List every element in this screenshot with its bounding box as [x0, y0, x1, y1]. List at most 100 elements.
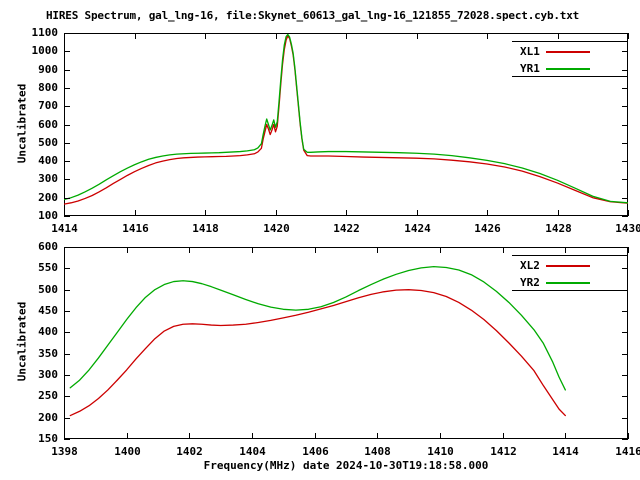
x-tick-mark-top — [127, 247, 128, 253]
x-tick-mark-top — [628, 247, 629, 253]
y-tick-label: 400 — [38, 154, 58, 167]
x-tick-mark — [127, 433, 128, 439]
legend-item-yr1: YR1 — [520, 62, 590, 75]
y-tick-mark — [64, 143, 70, 144]
legend-label: YR2 — [520, 276, 540, 289]
y-tick-mark — [64, 375, 70, 376]
y-tick-mark — [64, 247, 70, 248]
x-tick-mark-top — [558, 33, 559, 39]
x-tick-label: 1424 — [404, 222, 431, 235]
y-tick-mark — [64, 51, 70, 52]
x-tick-label: 1426 — [474, 222, 501, 235]
y-tick-label: 450 — [38, 304, 58, 317]
x-tick-mark — [205, 210, 206, 216]
y-tick-label: 200 — [38, 191, 58, 204]
x-tick-label: 1416 — [615, 445, 640, 458]
x-tick-label: 1416 — [122, 222, 149, 235]
x-tick-mark — [189, 433, 190, 439]
x-tick-mark-top — [346, 33, 347, 39]
y-tick-mark — [64, 418, 70, 419]
x-tick-mark — [417, 210, 418, 216]
y-tick-mark — [64, 268, 70, 269]
y-tick-mark — [64, 396, 70, 397]
x-tick-label: 1414 — [552, 445, 579, 458]
x-tick-mark-top — [64, 247, 65, 253]
page-title: HIRES Spectrum, gal_lng-16, file:Skynet_… — [46, 9, 580, 22]
x-tick-label: 1422 — [333, 222, 360, 235]
x-tick-label: 1420 — [263, 222, 290, 235]
y-tick-mark — [64, 125, 70, 126]
y-tick-mark-right — [622, 216, 628, 217]
y-tick-mark-right — [622, 396, 628, 397]
y-tick-label: 300 — [38, 368, 58, 381]
y-tick-mark-right — [622, 33, 628, 34]
legend-label: XL1 — [520, 45, 540, 58]
x-tick-mark-top — [503, 247, 504, 253]
y-tick-label: 600 — [38, 118, 58, 131]
x-tick-label: 1400 — [114, 445, 141, 458]
y-tick-mark-right — [622, 332, 628, 333]
x-tick-mark-top — [487, 33, 488, 39]
x-tick-mark-top — [628, 33, 629, 39]
y-tick-mark — [64, 332, 70, 333]
x-tick-mark — [276, 210, 277, 216]
x-tick-mark — [377, 433, 378, 439]
y-tick-mark-right — [622, 439, 628, 440]
y-tick-mark-right — [622, 311, 628, 312]
x-tick-label: 1402 — [176, 445, 203, 458]
x-tick-label: 1404 — [239, 445, 266, 458]
y-tick-mark-right — [622, 247, 628, 248]
x-tick-mark — [558, 210, 559, 216]
y-tick-mark — [64, 216, 70, 217]
x-tick-mark — [135, 210, 136, 216]
y-tick-mark-right — [622, 354, 628, 355]
y-tick-mark-right — [622, 143, 628, 144]
legend-swatch — [545, 264, 590, 267]
y-tick-mark-right — [622, 70, 628, 71]
x-tick-label: 1398 — [51, 445, 78, 458]
y-tick-label: 250 — [38, 389, 58, 402]
y-tick-mark-right — [622, 290, 628, 291]
y-tick-mark-right — [622, 375, 628, 376]
series-line-yr1 — [64, 33, 628, 204]
x-tick-mark-top — [64, 33, 65, 39]
y-tick-mark — [64, 439, 70, 440]
x-tick-mark — [64, 433, 65, 439]
x-tick-mark — [487, 210, 488, 216]
y-tick-mark — [64, 33, 70, 34]
x-tick-mark-top — [276, 33, 277, 39]
y-tick-mark-right — [622, 125, 628, 126]
y-tick-mark-right — [622, 106, 628, 107]
y-tick-mark-right — [622, 179, 628, 180]
y-tick-label: 1100 — [31, 26, 59, 39]
x-tick-mark-top — [205, 33, 206, 39]
legend-label: XL2 — [520, 259, 540, 272]
x-tick-mark — [252, 433, 253, 439]
y-tick-mark-right — [622, 51, 628, 52]
x-tick-label: 1412 — [490, 445, 517, 458]
x-tick-mark — [565, 433, 566, 439]
legend-item-xl2: XL2 — [520, 259, 590, 272]
x-tick-mark — [628, 433, 629, 439]
y-tick-label: 200 — [38, 411, 58, 424]
x-tick-mark-top — [440, 247, 441, 253]
y-tick-label: 350 — [38, 347, 58, 360]
y-tick-mark-right — [622, 268, 628, 269]
y-tick-label: 1000 — [31, 44, 59, 57]
legend-swatch — [545, 50, 590, 53]
y-tick-label: 550 — [38, 261, 58, 274]
x-tick-label: 1428 — [545, 222, 572, 235]
y-tick-mark-right — [622, 161, 628, 162]
y-tick-label: 900 — [38, 63, 58, 76]
x-tick-mark — [628, 210, 629, 216]
x-tick-mark — [503, 433, 504, 439]
x-tick-mark-top — [252, 247, 253, 253]
legend-swatch — [545, 281, 590, 284]
y-tick-label: 500 — [38, 136, 58, 149]
y-tick-mark — [64, 179, 70, 180]
x-tick-mark — [346, 210, 347, 216]
legend-swatch — [545, 67, 590, 70]
y-tick-mark-right — [622, 418, 628, 419]
x-tick-label: 1418 — [192, 222, 219, 235]
x-tick-label: 1410 — [427, 445, 454, 458]
